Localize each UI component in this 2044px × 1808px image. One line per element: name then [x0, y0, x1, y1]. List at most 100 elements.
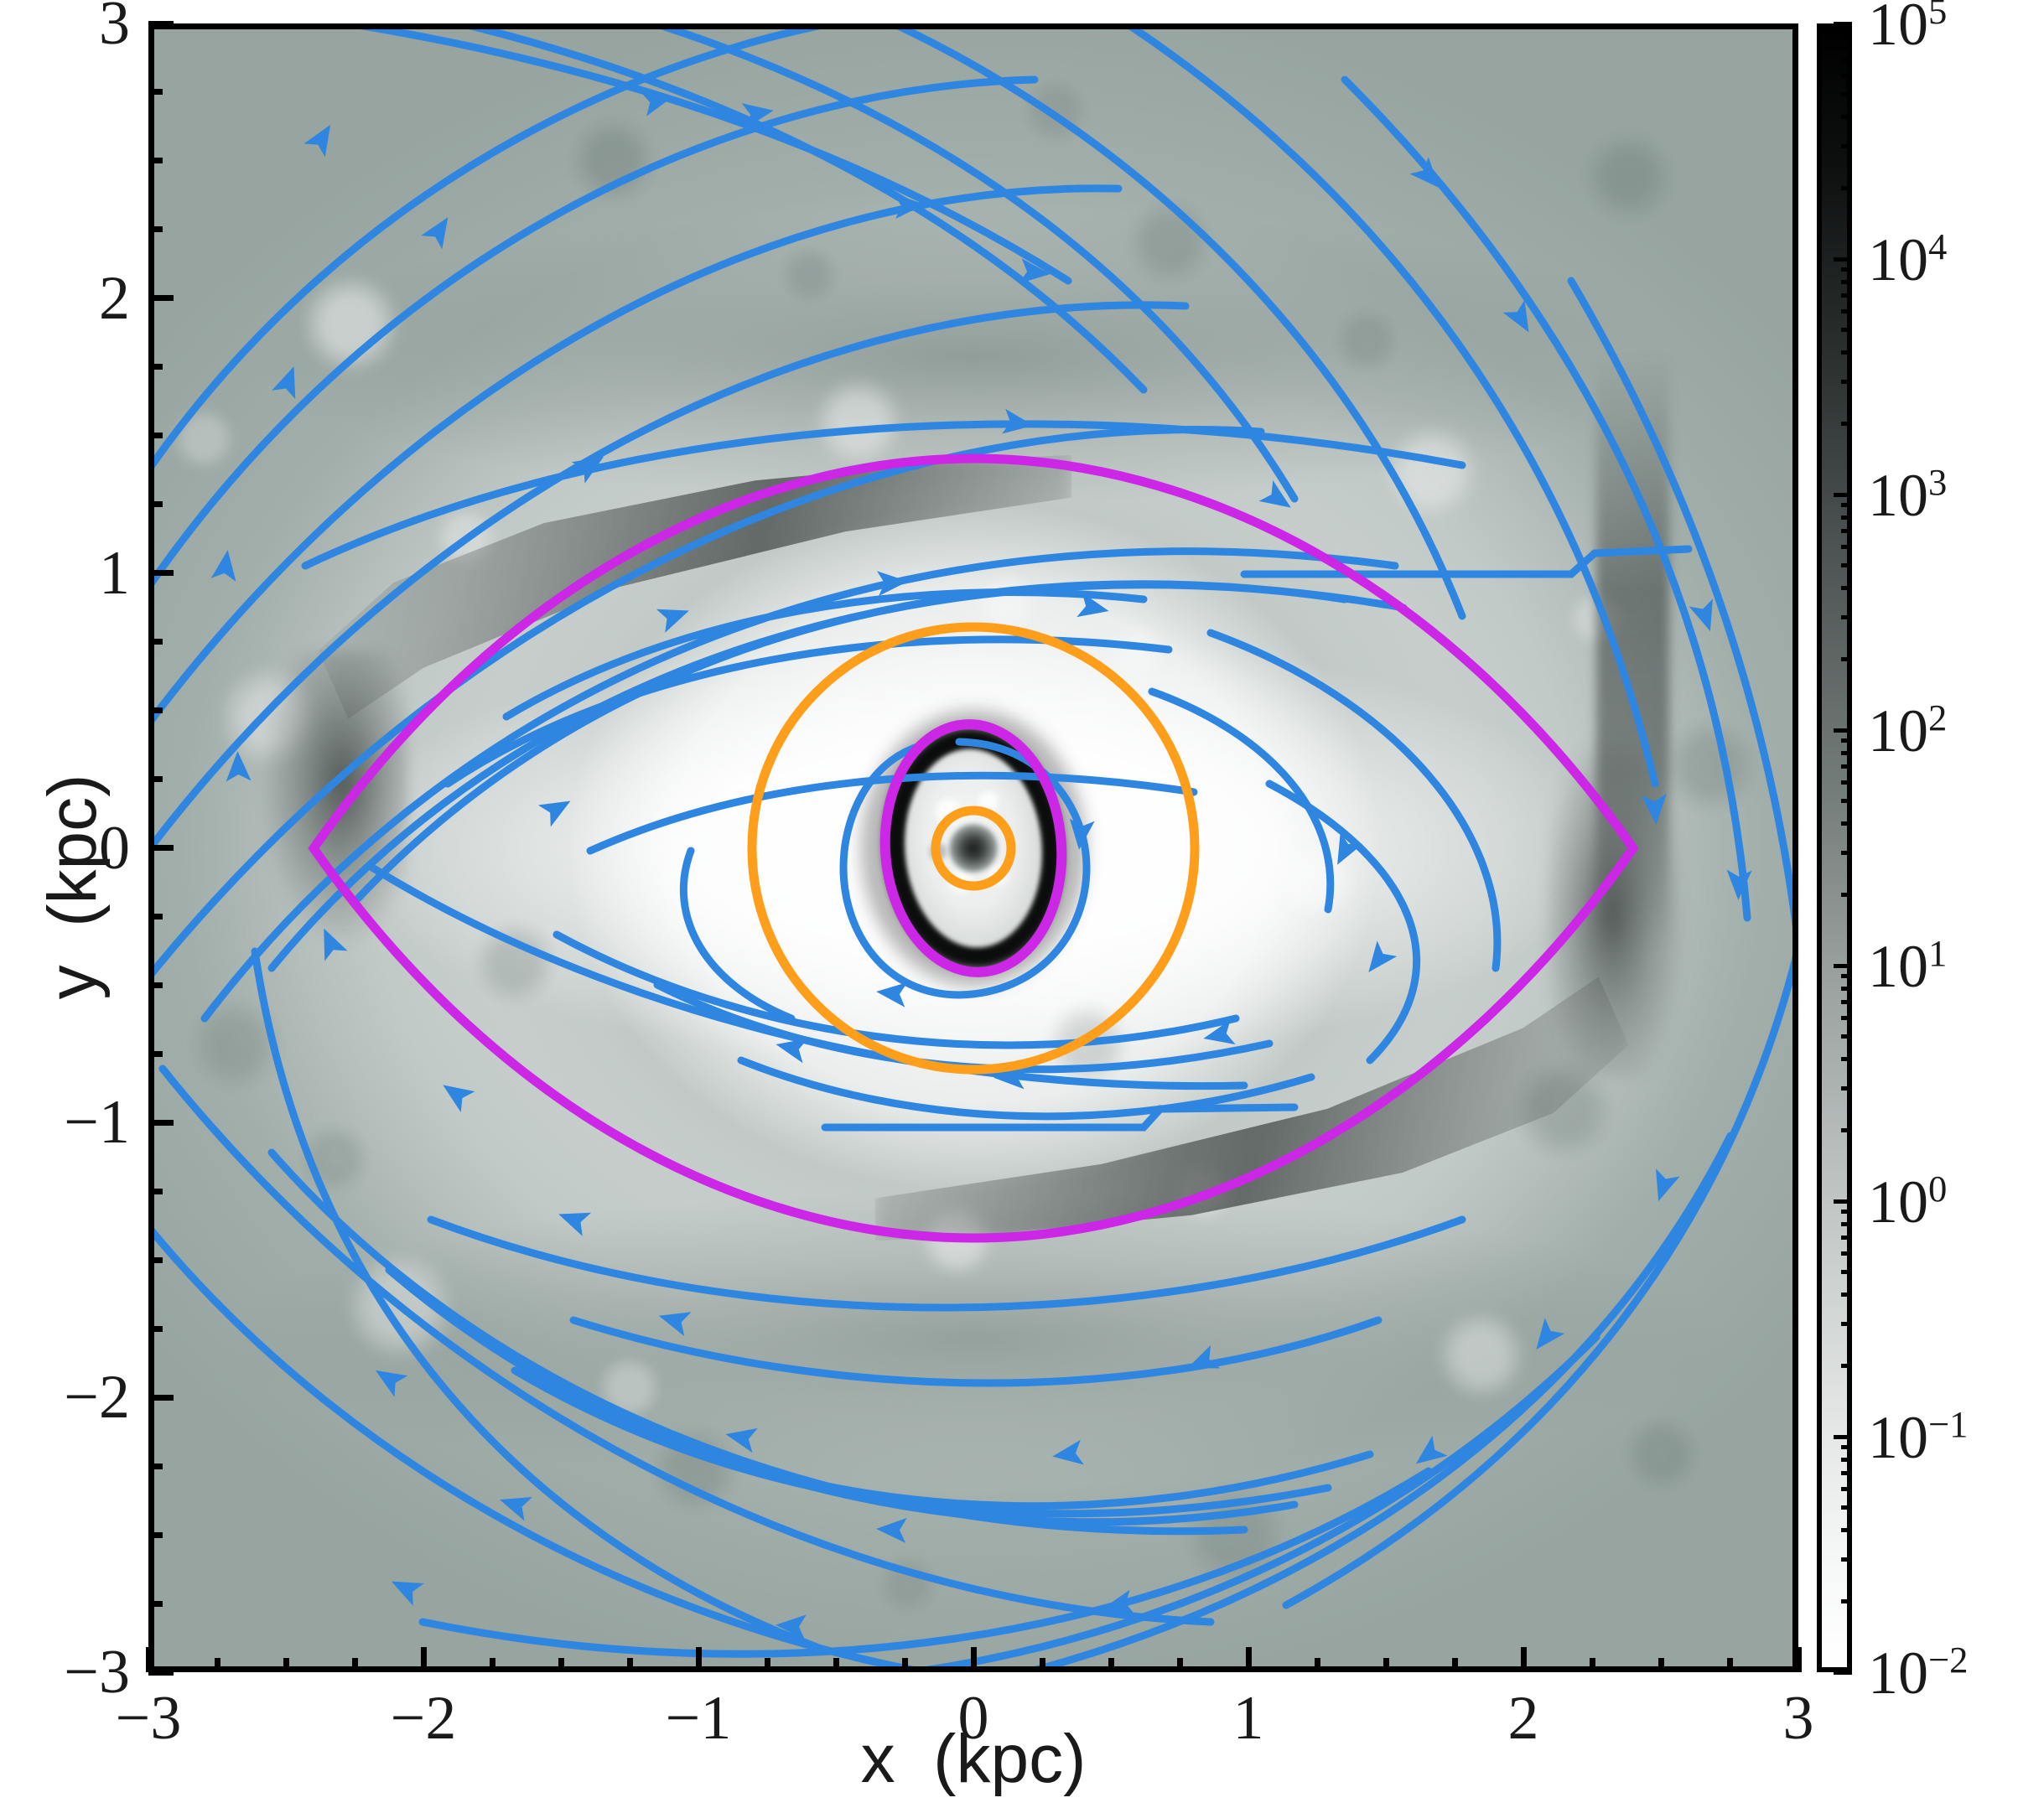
colorbar-minor-tick	[1841, 529, 1852, 534]
colorbar-minor-tick	[1841, 267, 1852, 272]
y-minor-tick	[148, 982, 163, 988]
x-minor-tick	[901, 1658, 908, 1672]
colorbar-minor-tick	[1841, 1486, 1852, 1491]
colorbar-minor-tick	[1841, 92, 1852, 97]
x-minor-tick	[1039, 1658, 1045, 1672]
x-tick-label: 3	[1782, 1684, 1814, 1753]
y-minor-tick	[148, 913, 163, 920]
colorbar-minor-tick	[1841, 350, 1852, 355]
colorbar-minor-tick	[1841, 1034, 1852, 1039]
colorbar-minor-tick	[1841, 308, 1852, 313]
colorbar-minor-tick	[1841, 799, 1852, 804]
y-minor-tick	[148, 158, 163, 164]
colorbar-minor-tick	[1841, 1210, 1852, 1215]
y-minor-tick	[148, 1463, 163, 1469]
colorbar-tick-label: 105	[1868, 0, 1948, 58]
x-tick-label: 0	[957, 1684, 989, 1753]
x-tick-label: −3	[115, 1684, 182, 1753]
colorbar-minor-tick	[1841, 750, 1852, 755]
x-minor-tick	[833, 1658, 839, 1672]
colorbar-minor-tick	[1841, 1015, 1852, 1020]
colorbar-minor-tick	[1841, 1057, 1852, 1062]
y-tick-label: 3	[99, 0, 130, 58]
resonance-circle-outer	[747, 622, 1200, 1075]
x-tick-label: 2	[1507, 1684, 1539, 1753]
colorbar-minor-tick	[1841, 892, 1852, 897]
colorbar-major-tick	[1834, 492, 1852, 497]
colorbar-tick-label: 101	[1868, 932, 1948, 1000]
resonance-circle-inner	[931, 806, 1016, 891]
y-major-tick	[148, 845, 174, 851]
y-tick-label: 2	[99, 263, 130, 333]
x-minor-tick	[1314, 1658, 1320, 1672]
y-minor-tick	[148, 776, 163, 783]
colorbar-minor-tick	[1841, 1457, 1852, 1462]
y-minor-tick	[148, 707, 163, 714]
x-major-tick	[1520, 1647, 1527, 1672]
colorbar-minor-tick	[1841, 1322, 1852, 1327]
colorbar-tick-label: 100	[1868, 1168, 1948, 1236]
colorbar-minor-tick	[1841, 1557, 1852, 1562]
colorbar-tick-label: 10−2	[1868, 1639, 1969, 1707]
colorbar-minor-tick	[1841, 115, 1852, 120]
x-minor-tick	[1108, 1658, 1114, 1672]
x-minor-tick	[1451, 1658, 1458, 1672]
colorbar-minor-tick	[1841, 293, 1852, 298]
colorbar-tick-label: 103	[1868, 461, 1948, 529]
colorbar-minor-tick	[1841, 1598, 1852, 1603]
x-minor-tick	[283, 1658, 289, 1672]
y-minor-tick	[148, 1256, 163, 1263]
y-major-tick	[148, 20, 174, 27]
colorbar-minor-tick	[1841, 986, 1852, 991]
y-axis-label: y (kpc)	[34, 774, 111, 1000]
colorbar-tick-label: 10−1	[1868, 1403, 1969, 1471]
x-major-tick	[970, 1647, 977, 1672]
x2-orbit-nuclear	[879, 719, 1067, 977]
x-tick-label: −1	[665, 1684, 732, 1753]
y-minor-tick	[148, 1188, 163, 1194]
y-tick-label: −1	[64, 1088, 130, 1158]
x-minor-tick	[1589, 1658, 1595, 1672]
overlay-svg	[154, 29, 1792, 1666]
x-minor-tick	[1726, 1658, 1733, 1672]
colorbar-major-tick	[1834, 963, 1852, 968]
y-minor-tick	[148, 364, 163, 370]
colorbar-minor-tick	[1841, 544, 1852, 549]
x-major-tick	[145, 1647, 152, 1672]
x-minor-tick	[1383, 1658, 1389, 1672]
colorbar	[1817, 23, 1852, 1672]
y-minor-tick	[148, 1600, 163, 1607]
density-map-panel	[148, 23, 1798, 1672]
colorbar-minor-tick	[1841, 1528, 1852, 1533]
colorbar-minor-tick	[1841, 1251, 1852, 1256]
colorbar-minor-tick	[1841, 586, 1852, 591]
y-major-tick	[148, 295, 174, 302]
colorbar-major-tick	[1834, 256, 1852, 262]
x-axis-label: x (kpc)	[860, 1721, 1087, 1797]
x-major-tick	[420, 1647, 427, 1672]
y-tick-label: 1	[99, 538, 130, 608]
x-tick-label: 1	[1232, 1684, 1264, 1753]
colorbar-gradient	[1822, 28, 1847, 1667]
y-minor-tick	[148, 1325, 163, 1332]
colorbar-minor-tick	[1841, 615, 1852, 620]
x-major-tick	[1245, 1647, 1252, 1672]
colorbar-minor-tick	[1841, 421, 1852, 426]
colorbar-minor-tick	[1841, 32, 1852, 37]
colorbar-minor-tick	[1841, 738, 1852, 743]
colorbar-minor-tick	[1841, 563, 1852, 568]
y-tick-label: −3	[64, 1638, 130, 1707]
y-tick-label: 0	[99, 813, 130, 883]
colorbar-major-tick	[1834, 1434, 1852, 1439]
x-minor-tick	[1176, 1658, 1183, 1672]
x-minor-tick	[351, 1658, 358, 1672]
y-minor-tick	[148, 1531, 163, 1538]
x-major-tick	[695, 1647, 702, 1672]
y-major-tick	[148, 570, 174, 577]
colorbar-major-tick	[1834, 728, 1852, 733]
colorbar-minor-tick	[1841, 1363, 1852, 1368]
y-minor-tick	[148, 89, 163, 96]
colorbar-minor-tick	[1841, 73, 1852, 78]
density-map-clip	[154, 29, 1792, 1666]
